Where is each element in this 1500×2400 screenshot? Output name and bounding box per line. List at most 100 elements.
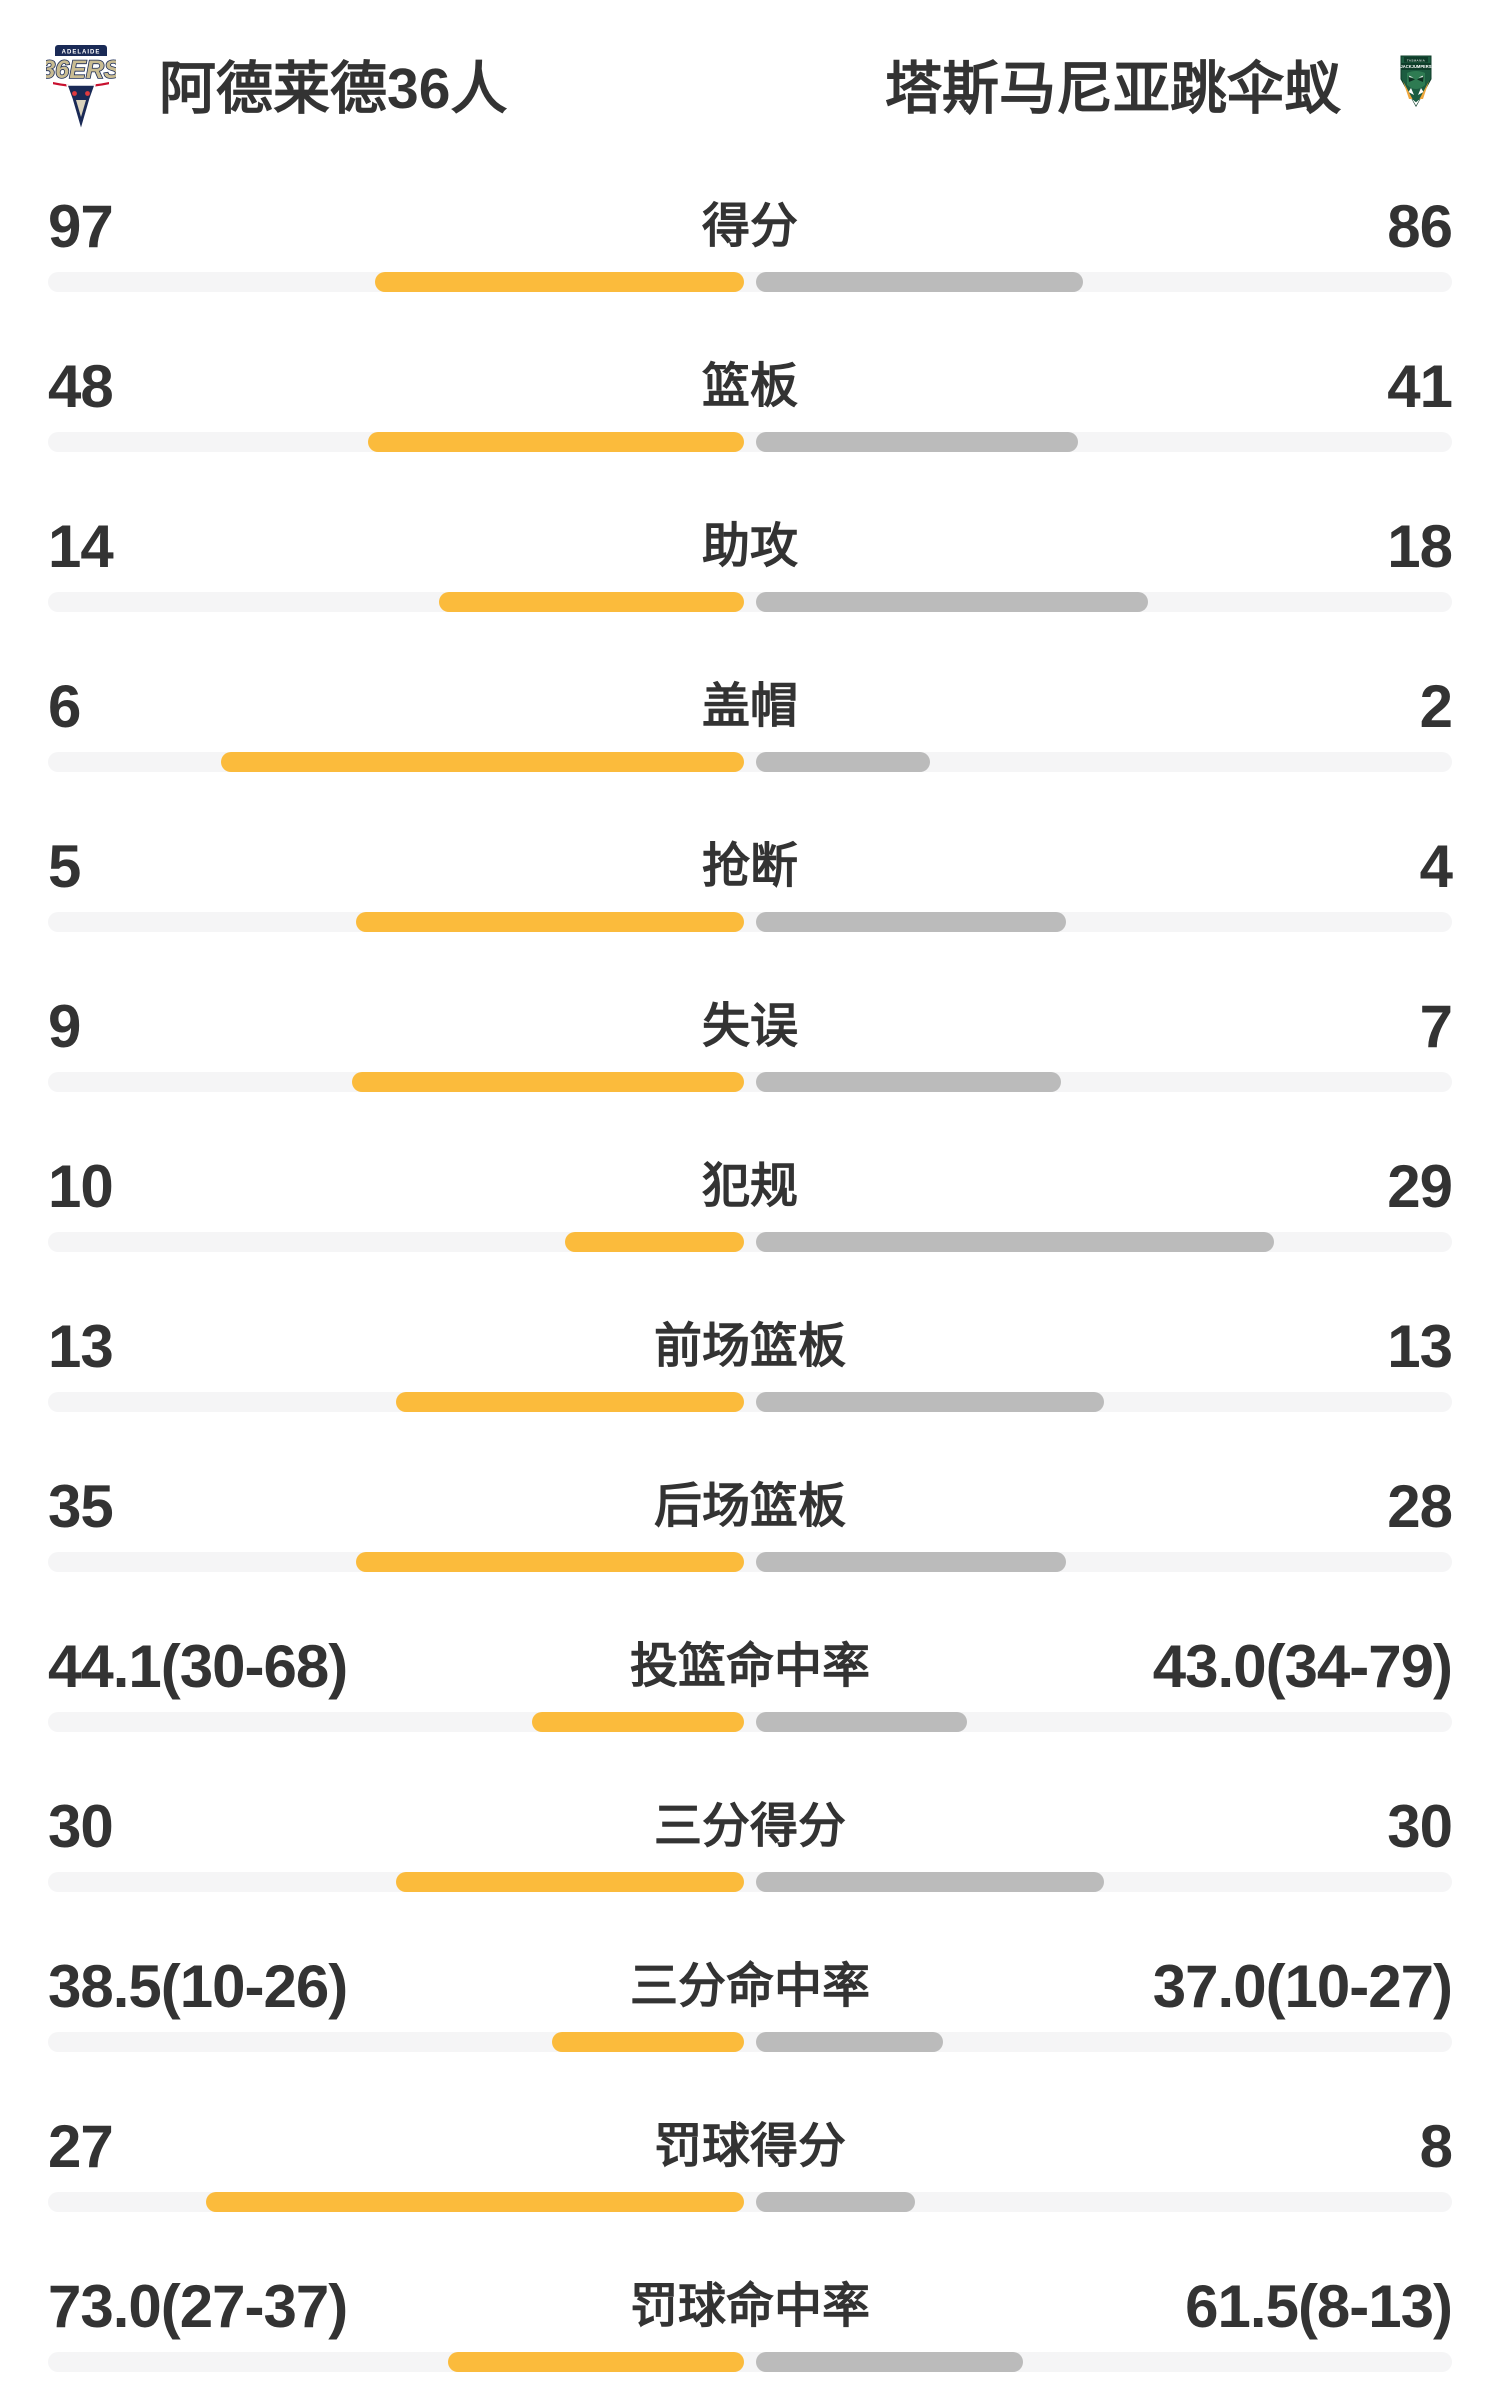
away-stat-bar	[756, 2352, 1023, 2372]
stat-row: 30 三分得分 30	[0, 1750, 1500, 1910]
home-stat-value: 13	[48, 1313, 114, 1380]
stat-row-values: 35 后场篮板 28	[48, 1473, 1453, 1540]
home-stat-value: 10	[48, 1153, 114, 1220]
stat-bar-track	[48, 752, 1452, 772]
stat-row: 38.5(10-26) 三分命中率 37.0(10-27)	[0, 1910, 1500, 2070]
stat-label: 罚球命中率	[629, 2280, 870, 2333]
stat-row-values: 14 助攻 18	[48, 513, 1453, 580]
logo-name-band	[1401, 63, 1431, 70]
home-stat-value: 9	[48, 993, 81, 1060]
home-stat-bar	[356, 1552, 744, 1572]
away-stat-bar	[756, 912, 1066, 932]
eagle-eye-right	[85, 91, 90, 96]
away-stat-value: 4	[1419, 833, 1453, 900]
home-stat-bar	[356, 912, 744, 932]
gold-accent-left	[1403, 81, 1413, 99]
away-stat-value: 8	[1419, 2113, 1453, 2180]
stat-label: 助攻	[701, 520, 798, 573]
home-stat-value: 44.1(30-68)	[48, 1633, 348, 1700]
stat-row: 73.0(27-37) 罚球命中率 61.5(8-13)	[0, 2230, 1500, 2390]
away-stat-bar	[756, 752, 930, 772]
logo-banner-text: ADELAIDE	[62, 50, 101, 56]
home-stat-value: 30	[48, 1793, 114, 1860]
stat-bar-track	[48, 432, 1452, 452]
stat-row-values: 97 得分 86	[48, 193, 1453, 260]
stat-row: 48 篮板 41	[0, 310, 1500, 470]
home-stat-value: 35	[48, 1473, 114, 1540]
away-stat-value: 7	[1419, 993, 1453, 1060]
stat-row-values: 44.1(30-68) 投篮命中率 43.0(34-79)	[48, 1633, 1453, 1700]
stat-label: 后场篮板	[653, 1480, 846, 1533]
away-stat-bar	[756, 1872, 1104, 1892]
away-team-name: 塔斯马尼亚跳伞蚁	[885, 57, 1341, 121]
stat-row-values: 73.0(27-37) 罚球命中率 61.5(8-13)	[48, 2277, 1453, 2337]
stat-row-values: 13 前场篮板 13	[48, 1313, 1453, 1380]
away-stat-bar	[756, 272, 1083, 292]
stats-comparison-list: 97 得分 86 48 篮板 41 14 助攻 18	[0, 150, 1500, 2390]
logo-main-text: JACKJUMPERS	[1401, 64, 1432, 69]
stat-bar-track	[48, 272, 1452, 292]
away-stat-value: 2	[1419, 673, 1453, 740]
home-stat-bar	[448, 2352, 744, 2372]
home-stat-value: 97	[48, 193, 114, 260]
home-stat-value: 27	[48, 2113, 114, 2180]
stat-label: 投篮命中率	[629, 1640, 870, 1693]
stat-label: 犯规	[701, 1160, 798, 1213]
stat-label: 失误	[701, 1000, 798, 1053]
stat-label: 抢断	[701, 840, 798, 893]
stat-bar-track	[48, 1072, 1452, 1092]
ant-eye-left	[1408, 76, 1415, 82]
stat-bar-track	[48, 1392, 1452, 1412]
away-stat-value: 43.0(34-79)	[1152, 1633, 1453, 1700]
ant-head-shape	[1407, 71, 1425, 89]
away-stat-value: 13	[1387, 1313, 1453, 1380]
home-stat-value: 5	[48, 833, 81, 900]
stat-bar-track	[48, 592, 1452, 612]
away-team-logo-jackjumpers-icon: TASMANIA JACKJUMPERS	[1400, 55, 1432, 108]
away-stat-bar	[756, 1232, 1274, 1252]
away-stat-bar	[756, 2192, 915, 2212]
stat-row: 14 助攻 18	[0, 470, 1500, 630]
eagle-beak	[76, 100, 86, 117]
logo-top-band	[1404, 57, 1428, 63]
stat-bar-track	[48, 1712, 1452, 1732]
stat-row: 44.1(30-68) 投篮命中率 43.0(34-79)	[0, 1590, 1500, 1750]
stat-bar-track	[48, 2032, 1452, 2052]
away-stat-value: 28	[1387, 1473, 1453, 1540]
home-stat-value: 6	[48, 673, 81, 740]
stat-label: 前场篮板	[653, 1320, 846, 1373]
white-chevron	[1412, 99, 1420, 106]
home-stat-value: 38.5(10-26)	[48, 1953, 348, 2020]
stat-row: 9 失误 7	[0, 950, 1500, 1110]
logo-main-text: 36ERS	[46, 56, 116, 84]
away-stat-value: 37.0(10-27)	[1152, 1953, 1453, 2020]
home-stat-bar	[396, 1872, 744, 1892]
home-stat-bar	[532, 1712, 744, 1732]
stat-row-values: 27 罚球得分 8	[48, 2113, 1453, 2180]
away-stat-bar	[756, 432, 1078, 452]
stat-bar-track	[48, 1552, 1452, 1572]
home-stat-bar	[221, 752, 744, 772]
match-stats-header: ADELAIDE 36ERS 阿德莱德36人 塔斯马尼亚跳伞蚁 TASMANIA…	[0, 0, 1500, 150]
stat-label: 得分	[701, 200, 798, 253]
home-stat-bar	[352, 1072, 744, 1092]
home-stat-value: 14	[48, 513, 114, 580]
away-stat-value: 86	[1387, 193, 1453, 260]
stat-row: 5 抢断 4	[0, 790, 1500, 950]
stat-row: 27 罚球得分 8	[0, 2070, 1500, 2230]
logo-banner-text: TASMANIA	[1407, 58, 1425, 62]
stat-row: 10 犯规 29	[0, 1110, 1500, 1270]
home-stat-bar	[439, 592, 744, 612]
ant-eye-glint-right	[1418, 75, 1423, 78]
home-stat-bar	[565, 1232, 744, 1252]
stat-row: 35 后场篮板 28	[0, 1430, 1500, 1590]
home-stat-bar	[552, 2032, 744, 2052]
ant-mandible-right	[1418, 88, 1424, 95]
stat-row-values: 38.5(10-26) 三分命中率 37.0(10-27)	[48, 1953, 1453, 2020]
gold-accent-right	[1419, 81, 1429, 99]
stat-label: 三分得分	[653, 1800, 846, 1853]
home-team-name: 阿德莱德36人	[159, 57, 508, 121]
stat-row-values: 48 篮板 41	[48, 357, 1453, 417]
stat-row-values: 9 失误 7	[48, 993, 1453, 1060]
stat-label: 篮板	[701, 360, 798, 413]
